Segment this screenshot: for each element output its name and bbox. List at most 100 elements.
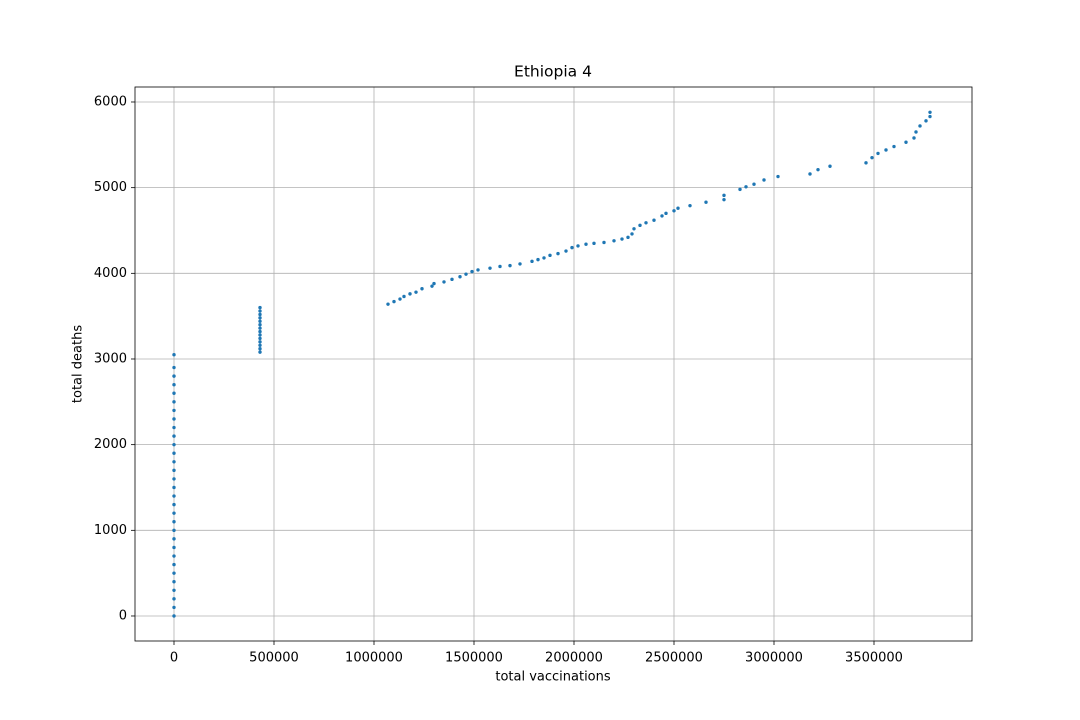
point xyxy=(172,614,176,618)
point xyxy=(172,588,176,592)
point xyxy=(172,400,176,404)
point xyxy=(752,182,756,186)
point xyxy=(258,347,262,351)
point xyxy=(172,417,176,421)
point xyxy=(172,365,176,370)
point xyxy=(258,316,262,320)
point xyxy=(892,144,896,149)
point xyxy=(744,185,748,189)
point xyxy=(542,256,546,260)
x-tick-label: 3500000 xyxy=(845,651,903,666)
point xyxy=(172,605,176,610)
point xyxy=(430,284,434,288)
point xyxy=(172,537,176,541)
point xyxy=(548,253,552,258)
point xyxy=(564,249,568,253)
point xyxy=(172,451,176,455)
point xyxy=(258,319,262,323)
y-tick-label: 1000 xyxy=(94,523,127,538)
y-tick-label: 5000 xyxy=(94,180,127,195)
point xyxy=(776,174,780,179)
point xyxy=(398,297,402,301)
point xyxy=(556,251,560,256)
point xyxy=(172,408,176,413)
point xyxy=(172,442,176,447)
point xyxy=(672,209,676,213)
point xyxy=(508,263,512,268)
point xyxy=(442,280,446,284)
point xyxy=(258,333,262,337)
chart-title: Ethiopia 4 xyxy=(514,63,592,81)
point xyxy=(432,281,436,286)
point xyxy=(870,155,874,160)
point xyxy=(172,571,176,575)
point xyxy=(258,350,262,354)
point xyxy=(172,562,176,567)
point xyxy=(392,299,396,304)
point xyxy=(172,460,176,464)
point xyxy=(258,305,262,310)
point xyxy=(172,502,176,507)
point xyxy=(530,259,534,264)
point xyxy=(172,485,176,490)
point xyxy=(652,218,656,222)
point xyxy=(172,494,176,498)
point xyxy=(172,382,176,387)
point xyxy=(584,242,588,246)
point xyxy=(620,237,624,241)
point xyxy=(464,272,468,276)
point xyxy=(914,130,918,134)
point xyxy=(518,262,522,266)
y-tick-label: 0 xyxy=(119,608,127,623)
x-tick-label: 2500000 xyxy=(645,651,703,666)
point xyxy=(402,294,406,299)
point xyxy=(612,239,616,243)
point xyxy=(172,597,176,601)
point xyxy=(450,277,454,282)
point xyxy=(912,136,916,140)
point xyxy=(258,340,262,344)
point xyxy=(172,520,176,524)
point xyxy=(476,268,480,272)
point xyxy=(470,269,474,274)
point xyxy=(660,214,664,218)
point xyxy=(258,323,262,327)
x-tick-label: 2000000 xyxy=(545,651,603,666)
point xyxy=(458,275,462,279)
y-tick-label: 6000 xyxy=(94,94,127,109)
point xyxy=(172,391,176,395)
point xyxy=(576,244,580,248)
point xyxy=(414,290,418,294)
x-tick-label: 0 xyxy=(170,651,178,666)
point xyxy=(536,257,540,262)
point xyxy=(704,200,708,204)
point xyxy=(738,187,742,192)
x-axis-label: total vaccinations xyxy=(495,670,611,685)
point xyxy=(172,434,176,438)
point xyxy=(722,193,726,198)
point xyxy=(816,167,820,172)
point xyxy=(172,468,176,473)
point xyxy=(864,161,868,165)
point xyxy=(928,110,932,114)
x-tick-label: 1500000 xyxy=(445,651,503,666)
point xyxy=(884,148,888,152)
point xyxy=(498,264,502,269)
y-tick-label: 3000 xyxy=(94,351,127,366)
point xyxy=(924,119,928,123)
point xyxy=(172,353,176,357)
point xyxy=(688,203,692,208)
y-tick-label: 2000 xyxy=(94,437,127,452)
point xyxy=(644,221,648,225)
y-axis-label: total deaths xyxy=(71,325,86,403)
point xyxy=(258,326,262,330)
point xyxy=(258,336,262,341)
point xyxy=(172,528,176,533)
point xyxy=(918,124,922,128)
point xyxy=(172,580,176,584)
point xyxy=(258,329,262,334)
x-tick-label: 1000000 xyxy=(345,651,403,666)
point xyxy=(408,292,412,296)
point xyxy=(172,374,176,378)
